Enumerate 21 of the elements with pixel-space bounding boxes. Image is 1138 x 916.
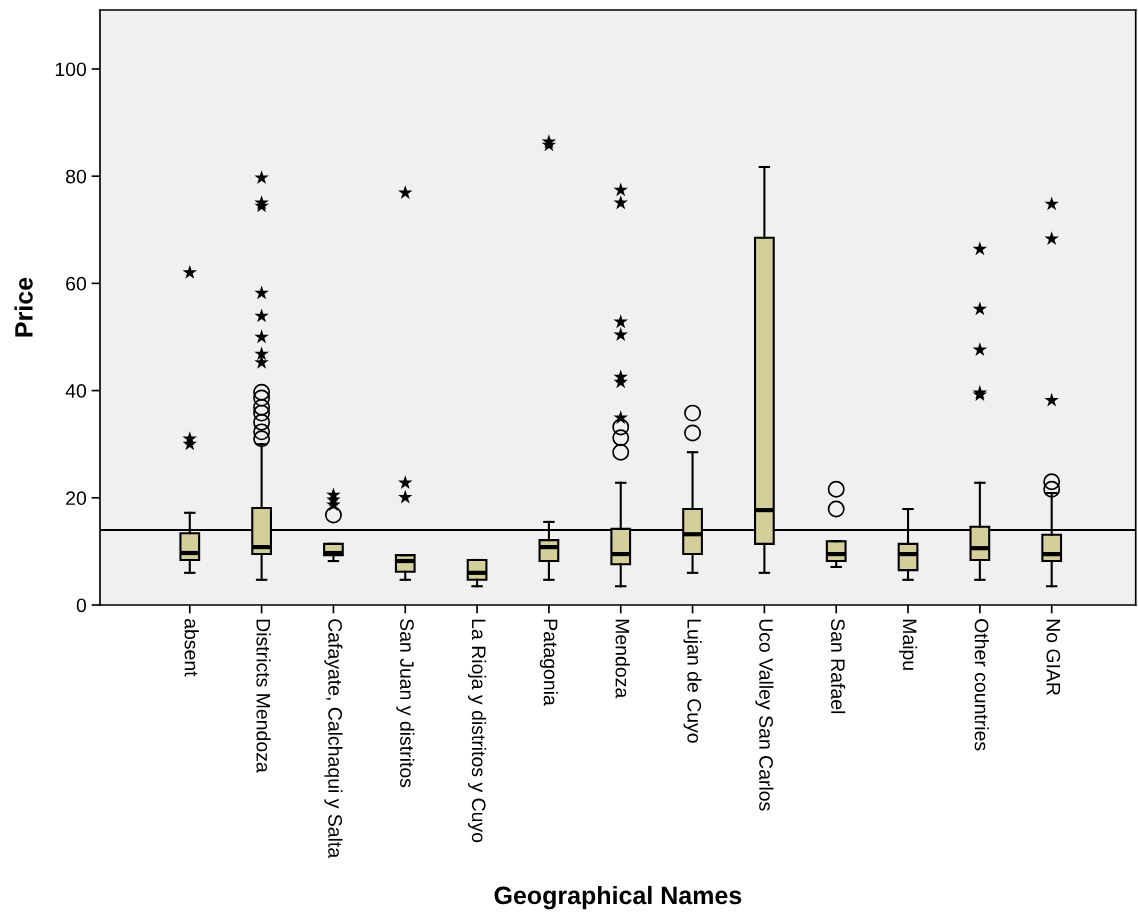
x-tick-label: Uco Valley San Carlos: [755, 619, 774, 811]
x-tick-label: La Rioja y distritos y Cuyo: [468, 619, 487, 843]
y-tick-label: 20: [66, 491, 87, 506]
x-axis-title: Geographical Names: [494, 885, 742, 910]
x-tick-label: Cafayate, Calchaqui y Salta: [324, 619, 343, 859]
x-tick-label: absent: [184, 619, 199, 677]
x-tick-label: Lujan de Cuyo: [683, 619, 702, 743]
x-tick-label: Maipu: [898, 619, 918, 670]
y-tick-label: 80: [66, 169, 87, 184]
y-tick-label: 60: [66, 276, 87, 291]
x-tick-label: San Rafael: [830, 619, 846, 714]
x-tick-label: Other countries: [974, 619, 989, 751]
x-tick-label: Districts Mendoza: [256, 619, 271, 773]
y-tick-label: 100: [55, 62, 87, 77]
x-tick-label: Mendoza: [615, 619, 630, 699]
x-tick-label: No GIAR: [1046, 619, 1061, 696]
y-tick-label: 40: [65, 384, 87, 398]
y-tick-label: 0: [76, 598, 87, 613]
x-tick-label: San Juan y distritos: [396, 619, 415, 788]
x-tick-label: Patagonia: [539, 619, 558, 706]
y-axis-title: Price: [14, 277, 33, 337]
